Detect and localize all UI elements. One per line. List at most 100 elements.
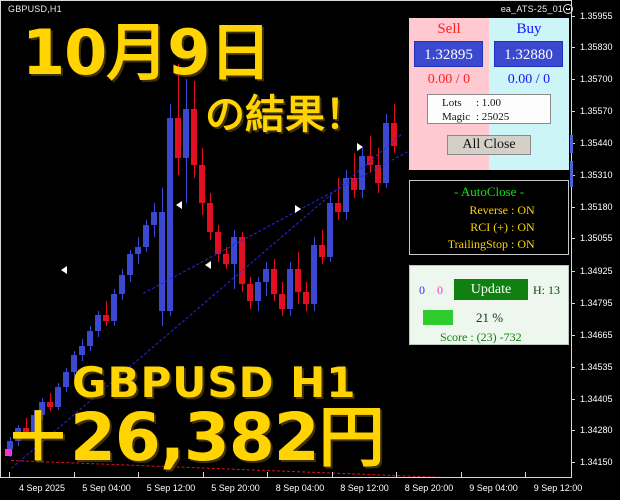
candle-wick [26,417,27,437]
price-tick-mark [571,238,575,240]
lots-key: Lots [442,97,462,109]
trailingstop-value: : ON [511,237,535,251]
candle-body [7,441,13,449]
candle-wick [106,301,107,327]
candle-body [47,401,53,407]
time-tick-label: 8 Sep 04:00 [275,483,325,493]
candle-body [239,237,245,285]
price-tick-mark [571,78,575,80]
signal-arrow-marker [61,266,67,274]
candle-wick [338,177,339,220]
overlay-result-text: の結果！ [205,92,365,138]
magic-row: Magic : 25025 [442,110,550,124]
counter-pink: 0 [437,283,443,297]
price-tick-label: 1.35830 [580,41,613,52]
lots-value: : 1.00 [476,97,502,109]
candle-body [167,118,173,312]
autoclose-row-reverse: Reverse : ON [422,203,560,218]
candle-body [15,427,21,442]
candle-body [335,202,341,213]
price-tick-label: 1.35055 [580,233,613,244]
candle-body [383,123,389,183]
candle-body [215,232,221,255]
time-tick-label: 4 Sep 2025 [18,483,66,493]
update-button[interactable]: Update [454,279,528,300]
candle-body [191,108,197,166]
reverse-key: Reverse [469,203,508,217]
candle-body [271,269,277,294]
time-tick-label: 9 Sep 04:00 [469,483,518,493]
entry-marker-icon [5,449,12,456]
price-tick-mark [571,302,575,304]
price-tick-label: 1.34665 [580,329,613,340]
time-tick-mark [331,472,333,478]
price-tick-label: 1.34795 [580,297,613,308]
time-tick-mark [73,472,75,478]
score-panel[interactable]: 0 0 Update H: 13 21 % Score : (23) -732 [409,265,569,345]
price-tick-label: 1.35180 [580,202,613,213]
time-tick-mark [267,472,268,478]
price-tick-mark [571,270,575,272]
price-tick-label: 1.34405 [580,394,613,405]
price-cursor-mark [570,161,573,188]
time-tick-mark [9,472,10,478]
ea-name-label: ea_ATS-25_01 [500,4,563,14]
hours-label: H: 13 [533,283,560,297]
candle-wick [370,135,371,173]
score-text: Score : (23) -732 [440,330,522,344]
lots-row: Lots : 1.00 [442,96,550,110]
progress-bar [423,310,453,325]
time-tick-mark [460,472,462,478]
time-tick-mark [396,472,397,478]
time-tick-mark [138,472,139,478]
candle-body [31,415,37,433]
candle-body [375,165,381,183]
price-tick-label: 1.35440 [580,138,613,149]
candle-body [359,155,365,191]
price-cursor-mark [570,135,573,154]
candle-wick [354,153,355,198]
signal-arrow-marker [295,205,301,213]
candle-body [79,345,85,355]
candle-body [207,202,213,233]
buy-label: Buy [516,21,542,37]
candle-body [119,275,125,294]
candle-body [263,269,269,282]
time-tick-label: 8 Sep 12:00 [340,483,389,493]
candle-body [55,386,61,407]
magic-value: : 25025 [476,111,510,123]
counter-blue: 0 [419,283,425,297]
candle-body [159,212,165,312]
time-tick-mark [525,472,526,478]
candle-body [39,401,45,416]
price-tick-mark [571,143,575,145]
time-tick-label: 5 Sep 04:00 [82,483,131,493]
autoclose-title: - AutoClose - [453,184,525,199]
signal-arrow-marker [205,261,211,269]
time-scale[interactable]: 4 Sep 2025 5 Sep 04:00 5 Sep 12:00 5 Sep 20… [0,472,620,500]
candlestick-plot-area[interactable] [1,1,570,477]
candle-body [327,202,333,257]
candle-body [111,294,117,322]
buy-price-button[interactable]: 1.32880 [494,41,563,67]
trendline-upper-blue[interactable] [143,144,422,294]
candle-body [95,315,101,332]
price-scale[interactable]: 1.35955 1.35830 1.35700 1.35570 1.35440 1.353… [570,0,620,478]
price-tick-label: 1.35700 [580,73,613,84]
candle-body [223,254,229,265]
candle-body [303,291,309,304]
sell-price-button[interactable]: 1.32895 [414,41,483,67]
candle-body [343,177,349,213]
candle-body [143,224,149,248]
candle-body [231,237,237,265]
time-tick-label: 9 Sep 12:00 [533,483,583,493]
trailingstop-key: TrailingStop [447,237,508,251]
all-close-button[interactable]: All Close [447,135,531,155]
sell-profit-loss: 0.00 / 0 [427,72,471,87]
magic-key: Magic [442,111,471,123]
price-tick-label: 1.35570 [580,106,613,117]
candle-body [367,155,373,166]
candle-body [255,281,261,302]
trade-panel[interactable]: Sell Buy 1.32895 1.32880 0.00 / 0 0.00 /… [409,18,569,170]
